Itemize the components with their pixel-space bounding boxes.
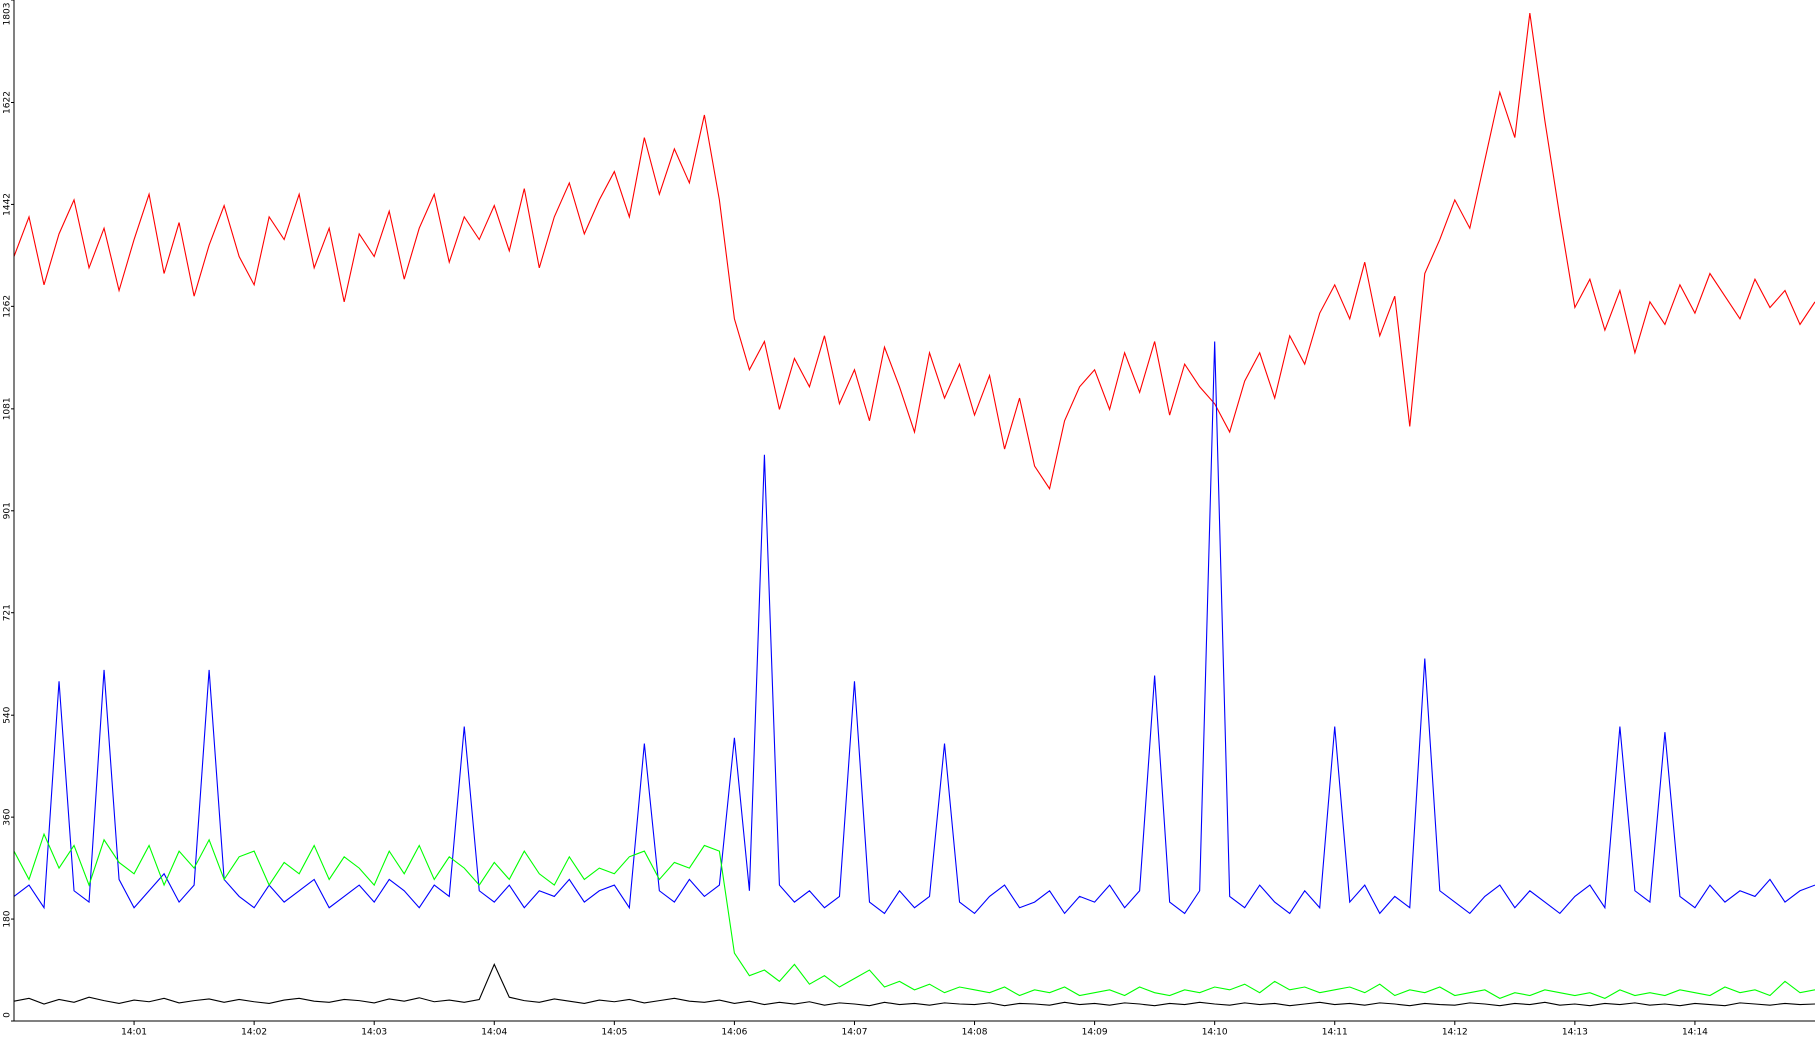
x-tick-label: 14:12: [1442, 1028, 1468, 1038]
y-tick-label: 1442: [3, 193, 13, 216]
x-tick-label: 14:10: [1202, 1028, 1228, 1038]
x-tick-label: 14:11: [1322, 1028, 1348, 1038]
x-tick-label: 14:09: [1082, 1028, 1108, 1038]
y-tick-label: 540: [3, 706, 13, 723]
x-tick-label: 14:14: [1682, 1028, 1708, 1038]
series-line: [13, 341, 1815, 915]
series-line: [13, 832, 1815, 999]
y-tick-label: 0: [3, 1012, 13, 1018]
y-tick-label: 1803: [3, 3, 13, 26]
y-tick-label: 180: [3, 910, 13, 927]
x-tick-label: 14:13: [1562, 1028, 1588, 1038]
x-tick-label: 14:01: [121, 1028, 147, 1038]
y-tick-label: 1622: [3, 91, 13, 114]
y-tick-label: 901: [3, 502, 13, 519]
y-tick-label: 1081: [3, 397, 13, 420]
y-tick-label: 721: [3, 604, 13, 621]
series-line: [13, 963, 1815, 1007]
x-tick-label: 14:03: [361, 1028, 387, 1038]
x-tick-label: 14:02: [241, 1028, 267, 1038]
x-tick-label: 14:08: [962, 1028, 988, 1038]
y-tick-label: 1262: [3, 295, 13, 318]
y-tick-label: 360: [3, 808, 13, 825]
x-tick-label: 14:05: [601, 1028, 627, 1038]
series-line: [13, 12, 1815, 491]
x-tick-label: 14:07: [841, 1028, 867, 1038]
x-tick-label: 14:06: [721, 1028, 747, 1038]
x-tick-label: 14:04: [481, 1028, 507, 1038]
